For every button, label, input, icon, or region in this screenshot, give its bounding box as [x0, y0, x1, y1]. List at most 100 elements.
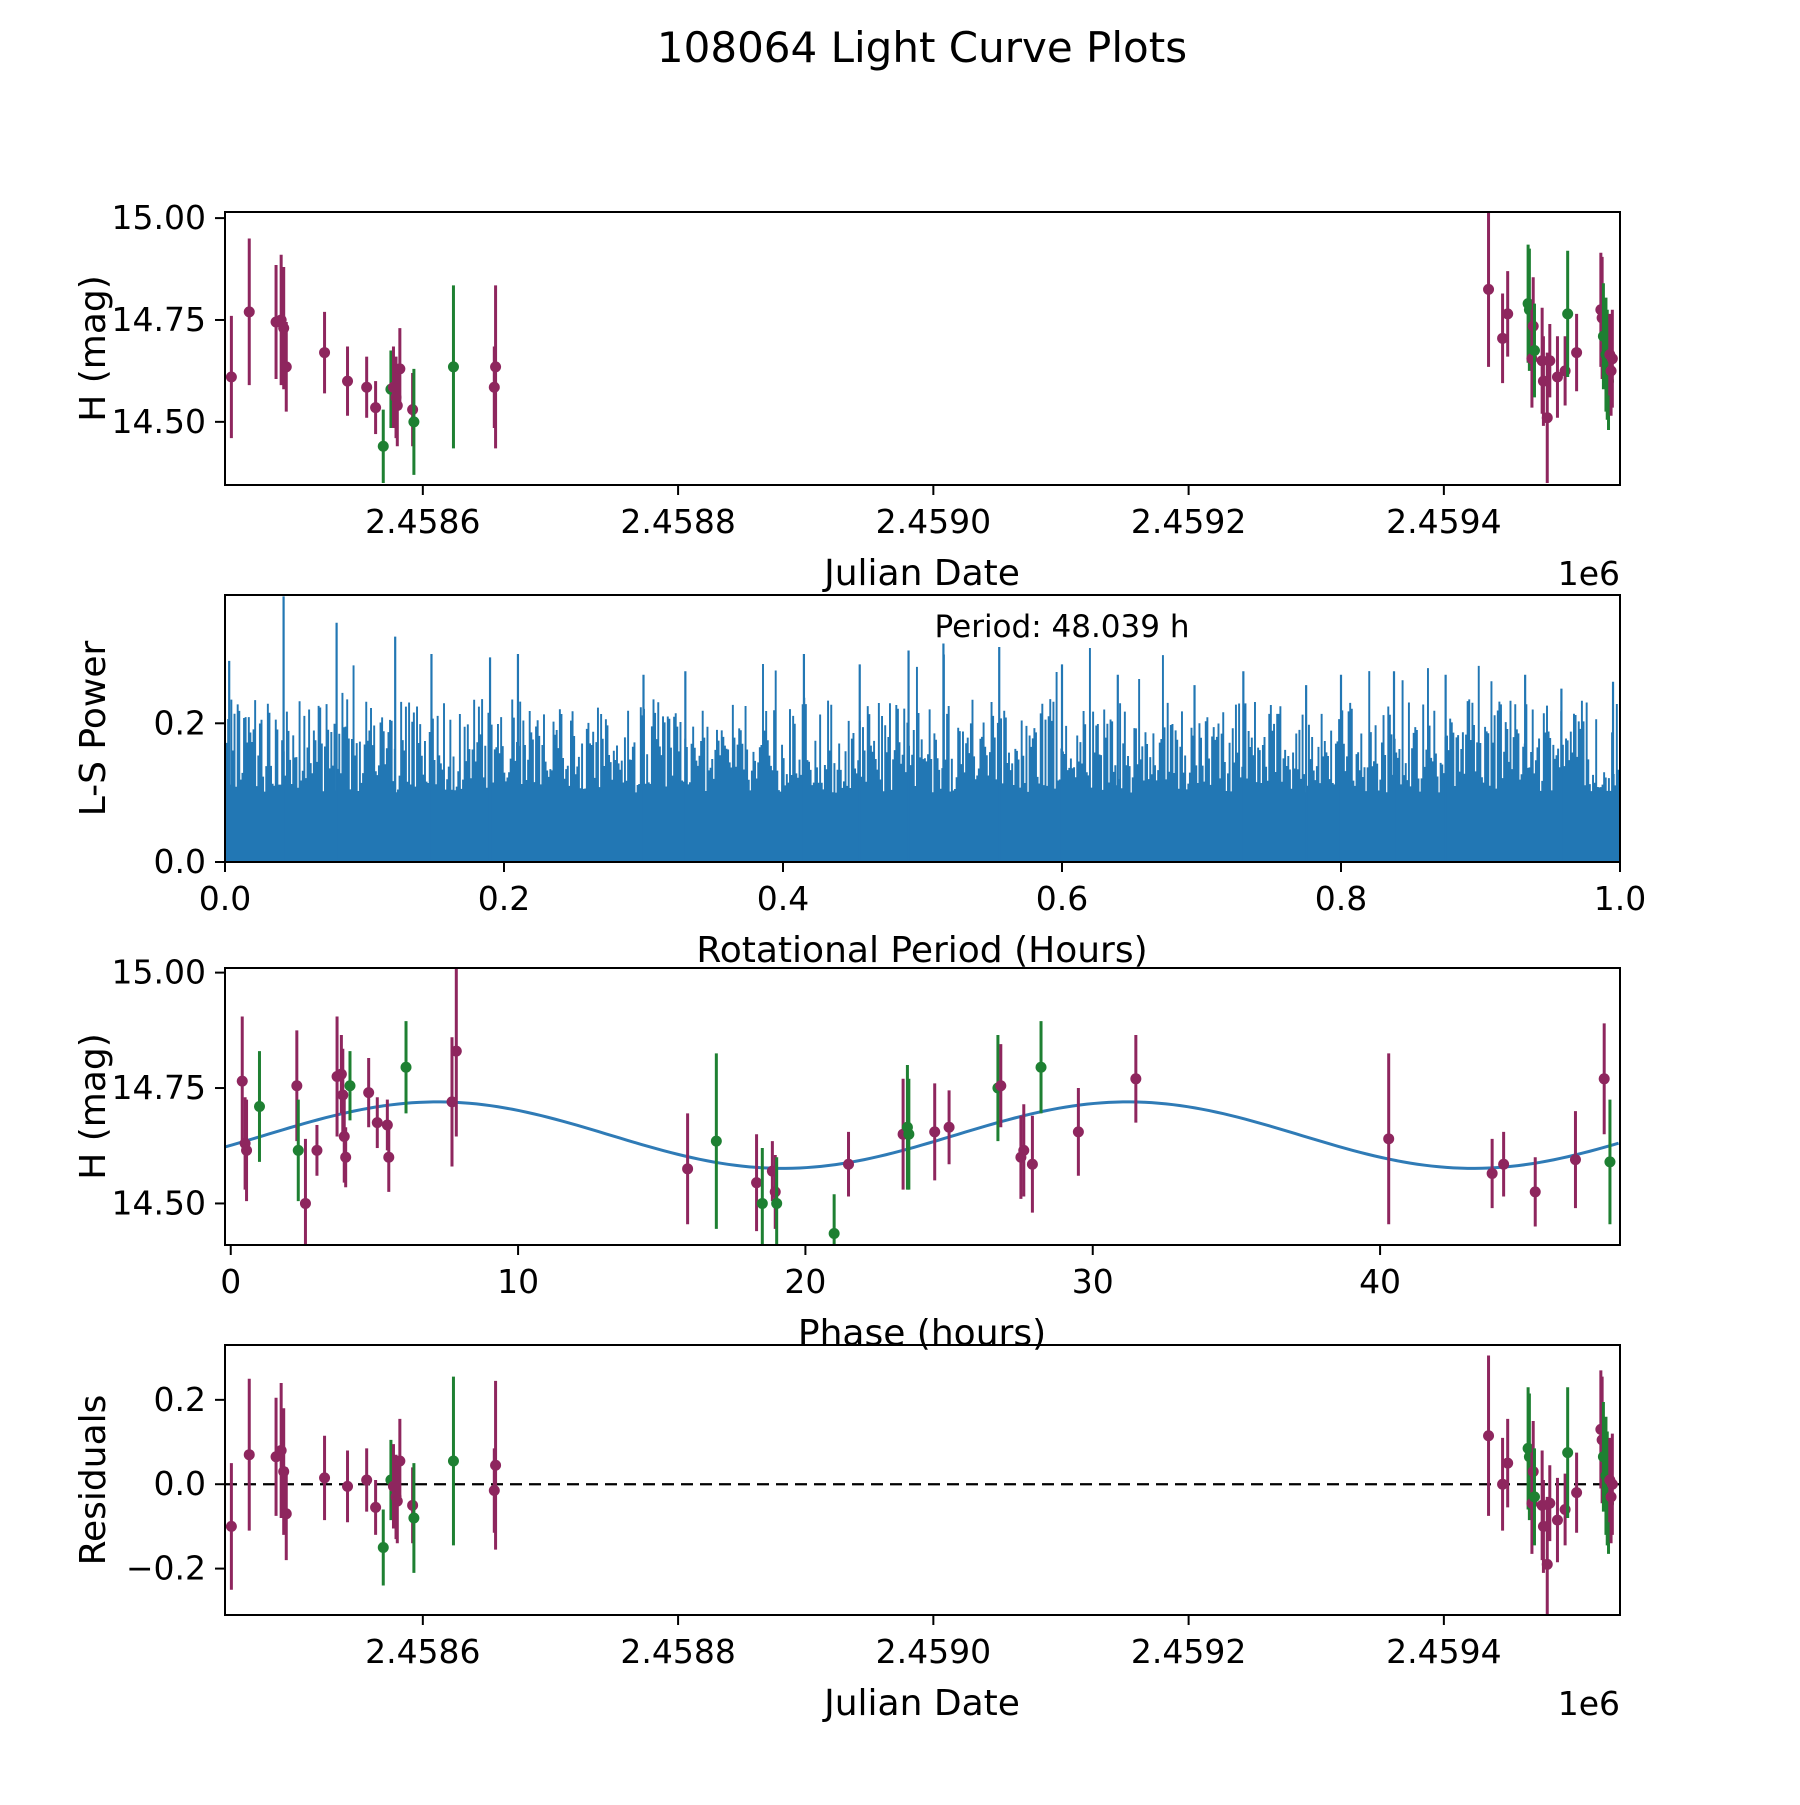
- data-point: [1483, 1430, 1495, 1442]
- data-point: [1497, 1478, 1509, 1490]
- y-tick-label: 15.00: [112, 953, 206, 992]
- x-tick-label: 20: [784, 1262, 826, 1301]
- data-point: [280, 1508, 292, 1520]
- data-point: [1551, 1514, 1563, 1526]
- phase-ylabel: H (mag): [73, 1033, 114, 1180]
- data-point: [1541, 1558, 1553, 1570]
- subplot-phase: 0 10 20 30 40 14.50 14.75 15.00 Phase (hours) H (…: [73, 953, 1621, 1354]
- y-tick-label: 0.0: [154, 1464, 206, 1503]
- x-tick-label: 2.4594: [1386, 502, 1501, 541]
- x-tick-label: 0.6: [1036, 879, 1088, 918]
- x-tick-label: 30: [1072, 1262, 1114, 1301]
- data-point: [943, 1121, 955, 1133]
- data-point: [929, 1126, 941, 1138]
- data-point: [394, 363, 406, 375]
- data-point: [1502, 308, 1514, 320]
- data-point: [1528, 1491, 1540, 1503]
- data-point: [319, 347, 331, 359]
- data-point: [363, 1087, 375, 1099]
- plots-root: 2.4586 2.4588 2.4590 2.4592 2.4594 14.50 14.75…: [73, 198, 1646, 1724]
- data-point: [280, 361, 292, 373]
- x-tick-label: 0.4: [757, 879, 809, 918]
- data-point: [236, 1075, 248, 1087]
- data-point: [1569, 1154, 1581, 1166]
- data-point: [446, 1096, 458, 1108]
- data-point: [253, 1101, 265, 1112]
- x-tick-label: 1.0: [1594, 879, 1646, 918]
- data-point: [490, 1459, 502, 1471]
- data-point: [1497, 332, 1509, 344]
- periodogram-data-area: [225, 596, 1620, 862]
- x-tick-label: 2.4594: [1386, 1632, 1501, 1671]
- data-point: [756, 1197, 768, 1209]
- data-point: [903, 1128, 915, 1140]
- lightcurve-ylabel: H (mag): [73, 275, 114, 422]
- subplot-lightcurve: 2.4586 2.4588 2.4590 2.4592 2.4594 14.50 14.75…: [73, 198, 1621, 594]
- data-point: [771, 1197, 783, 1209]
- x-tick-label: 2.4590: [876, 1632, 991, 1671]
- data-point: [1604, 1156, 1616, 1168]
- y-tick-label: 15.00: [112, 198, 206, 237]
- periodogram-xlabel: Rotational Period (Hours): [696, 930, 1147, 971]
- data-point: [995, 1080, 1007, 1092]
- data-point: [1018, 1144, 1030, 1156]
- data-point: [299, 1197, 311, 1209]
- data-point: [225, 371, 237, 383]
- phase-data-area: [225, 968, 1619, 1245]
- data-point: [370, 1501, 382, 1513]
- y-tick-label: 14.75: [112, 300, 206, 339]
- y-tick-label: 14.75: [112, 1068, 206, 1107]
- data-point: [1483, 283, 1495, 295]
- data-point: [1130, 1073, 1142, 1085]
- data-point: [1529, 1186, 1541, 1198]
- periodogram-axes-frame: [224, 594, 1621, 863]
- data-point: [450, 1045, 462, 1057]
- data-point: [1562, 308, 1574, 320]
- data-point: [377, 1542, 389, 1553]
- data-point: [682, 1163, 694, 1175]
- x-tick-label: 2.4588: [620, 502, 735, 541]
- subplot-residuals: 2.4586 2.4588 2.4590 2.4592 2.4594 −0.2 0.0 0.2…: [73, 1344, 1621, 1724]
- figure-title: 108064 Light Curve Plots: [657, 23, 1187, 72]
- model-fit-curve: [225, 1100, 1619, 1170]
- data-point: [1562, 1447, 1574, 1459]
- x-axis-offset-label: 1e6: [1558, 554, 1620, 593]
- data-point: [1544, 355, 1556, 367]
- periodogram-ylabel: L-S Power: [73, 641, 114, 817]
- data-point: [377, 440, 389, 452]
- x-tick-label: 0.0: [199, 879, 251, 918]
- lightcurve-data-area: [225, 212, 1618, 483]
- data-point: [1571, 347, 1583, 359]
- data-point: [342, 1480, 354, 1492]
- y-tick-label: 0.2: [154, 1380, 206, 1419]
- data-point: [1383, 1133, 1395, 1145]
- y-tick-label: −0.2: [126, 1549, 206, 1588]
- residuals-axes-frame: [224, 1344, 1621, 1616]
- data-point: [340, 1151, 352, 1163]
- y-tick-label: 0.2: [154, 703, 206, 742]
- phase-axes-frame: [224, 967, 1621, 1246]
- data-point: [1551, 371, 1563, 383]
- data-point: [243, 306, 255, 318]
- x-tick-label: 10: [497, 1262, 539, 1301]
- data-point: [291, 1080, 303, 1092]
- data-point: [490, 361, 502, 373]
- data-point: [400, 1061, 412, 1073]
- y-tick-label: 14.50: [112, 1183, 206, 1222]
- data-point: [1486, 1167, 1498, 1179]
- lightcurve-axes-frame: [224, 211, 1621, 486]
- data-point: [342, 375, 354, 387]
- data-point: [225, 1520, 237, 1532]
- data-point: [1498, 1158, 1510, 1170]
- x-axis-offset-label: 1e6: [1558, 1684, 1620, 1723]
- data-point: [361, 381, 373, 393]
- x-tick-label: 0.8: [1315, 879, 1367, 918]
- x-tick-label: 2.4590: [876, 502, 991, 541]
- residuals-xlabel: Julian Date: [822, 1683, 1020, 1724]
- data-point: [344, 1080, 356, 1092]
- subplot-periodogram: 0.0 0.2 0.4 0.6 0.8 1.0 0.0 0.2 Rotational Perio…: [73, 594, 1646, 971]
- data-point: [843, 1158, 855, 1170]
- data-point: [751, 1177, 763, 1189]
- data-point: [371, 1117, 383, 1129]
